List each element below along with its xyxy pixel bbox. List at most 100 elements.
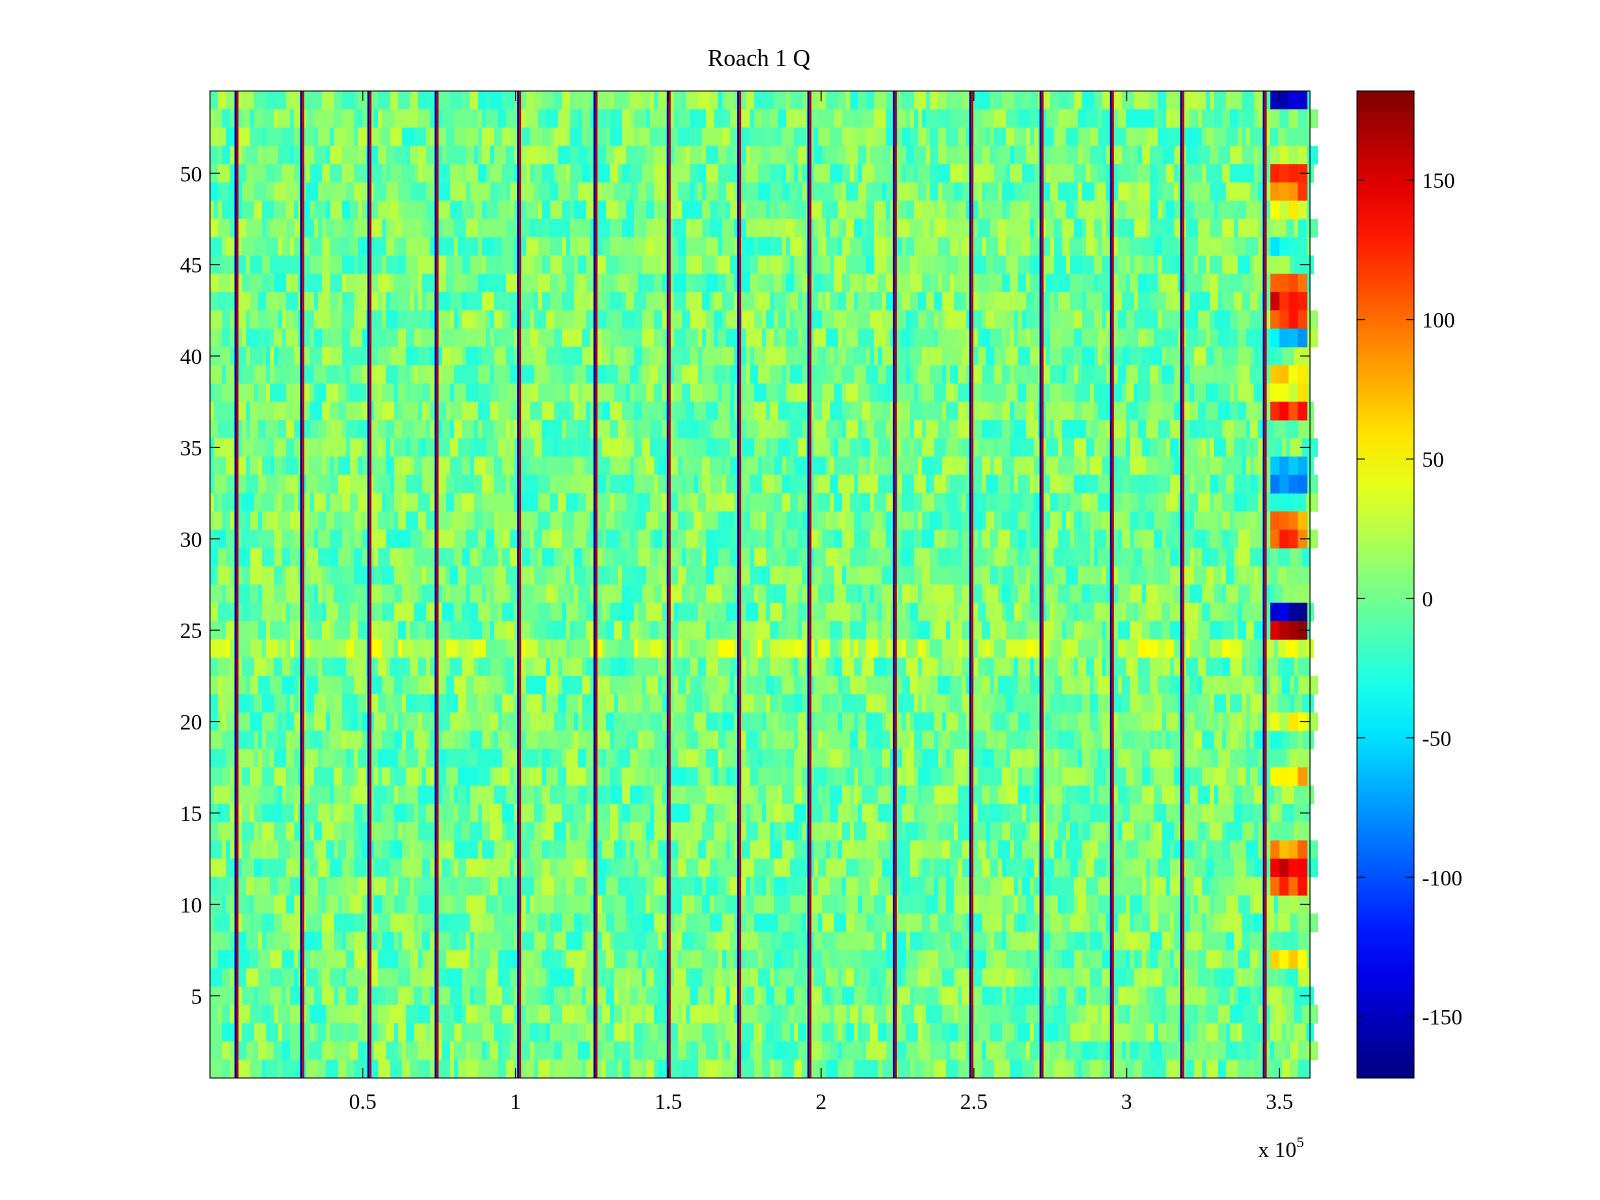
heatmap-cell (1202, 730, 1214, 750)
heatmap-cell (1158, 730, 1162, 750)
heatmap-cell (734, 292, 738, 311)
heatmap-cell (990, 218, 998, 238)
heatmap-cell (622, 109, 630, 128)
heatmap-cell (790, 657, 794, 677)
heatmap-cell (1014, 730, 1026, 750)
heatmap-cell (942, 401, 946, 421)
heatmap-cell (834, 657, 842, 677)
heatmap-cell (554, 218, 566, 238)
heatmap-cell (1006, 310, 1014, 330)
heatmap-cell (882, 292, 886, 311)
heatmap-cell (1266, 127, 1270, 147)
heatmap-cell (318, 657, 322, 677)
heatmap-cell (258, 420, 266, 439)
heatmap-cell (914, 328, 922, 348)
heatmap-cell (1082, 694, 1090, 713)
heatmap-cell (626, 639, 634, 659)
heatmap-cell (322, 602, 326, 622)
heatmap-cell (266, 511, 270, 531)
heatmap-cell (746, 127, 750, 147)
heatmap-cell (750, 712, 762, 732)
heatmap-cell (978, 639, 986, 659)
heatmap-cell (826, 712, 838, 732)
heatmap-cell (262, 200, 274, 220)
heatmap-cell (726, 420, 730, 439)
heatmap-cell (1098, 383, 1110, 403)
heatmap-cell (994, 346, 1006, 366)
heatmap-cell (1206, 529, 1210, 549)
heatmap-cell (1018, 474, 1026, 494)
heatmap-cell (1242, 145, 1254, 165)
heatmap-cell (730, 420, 738, 439)
heatmap-cell (270, 383, 282, 403)
heatmap-cell (578, 438, 590, 457)
heatmap-cell (678, 127, 690, 147)
heatmap-cell (1138, 657, 1142, 677)
heatmap-cell (482, 621, 486, 640)
heatmap-cell (902, 438, 910, 457)
heatmap-cell (786, 602, 798, 622)
heatmap-cell (1266, 712, 1274, 732)
heatmap-cell (542, 694, 546, 713)
heatmap-cell (746, 401, 754, 421)
heatmap-cell (842, 420, 846, 439)
heatmap-cell (870, 91, 874, 110)
heatmap-cell (1010, 584, 1018, 604)
heatmap-cell (994, 438, 998, 457)
heatmap-cell (842, 273, 846, 293)
heatmap-cell (846, 273, 850, 293)
heatmap-cell (358, 255, 362, 275)
heatmap-cell (758, 602, 766, 622)
heatmap-cell (622, 511, 634, 531)
heatmap-cell (1102, 255, 1110, 275)
heatmap-cell (610, 109, 622, 128)
heatmap-cell (1186, 639, 1190, 659)
heatmap-cell (626, 730, 638, 750)
heatmap-cell (262, 547, 274, 567)
heatmap-cell (702, 675, 706, 695)
heatmap-cell (610, 273, 614, 293)
heatmap-cell (774, 328, 778, 348)
heatmap-cell (834, 438, 838, 457)
heatmap-cell (406, 511, 418, 531)
heatmap-cell (1166, 493, 1178, 512)
heatmap-cell (642, 694, 650, 713)
heatmap-cell (822, 621, 830, 640)
heatmap-cell (414, 730, 426, 750)
heatmap-cell (1026, 730, 1038, 750)
heatmap-cell (634, 218, 638, 238)
heatmap-cell (1246, 694, 1250, 713)
heatmap-cell (526, 273, 530, 293)
heatmap-cell (1106, 145, 1110, 165)
heatmap-cell (770, 529, 774, 549)
heatmap-cell (690, 584, 694, 604)
heatmap-cell (718, 182, 726, 202)
heatmap-cell (686, 365, 698, 384)
heatmap-cell (490, 383, 498, 403)
heatmap-cell (906, 164, 914, 183)
heatmap-cell (662, 328, 670, 348)
heatmap-cell (438, 438, 450, 457)
heatmap-cell (726, 310, 738, 330)
heatmap-cell (410, 383, 422, 403)
heatmap-cell (1026, 401, 1030, 421)
heatmap-cell (230, 401, 238, 421)
heatmap-cell (638, 547, 650, 567)
heatmap-cell (994, 639, 1006, 659)
heatmap-cell (986, 182, 998, 202)
heatmap-cell (226, 401, 230, 421)
heatmap-cell (250, 218, 262, 238)
heatmap-cell (726, 145, 734, 165)
heatmap-cell (802, 621, 810, 640)
heatmap-cell (446, 145, 454, 165)
heatmap-cell (922, 657, 934, 677)
heatmap-cell (258, 584, 262, 604)
heatmap-cell (550, 182, 558, 202)
heatmap-cell (566, 255, 574, 275)
heatmap-cell (354, 584, 366, 604)
heatmap-cell (1030, 401, 1034, 421)
heatmap-cell (854, 164, 858, 183)
heatmap-cell (554, 164, 558, 183)
heatmap-cell (946, 383, 954, 403)
heatmap-cell (802, 365, 806, 384)
